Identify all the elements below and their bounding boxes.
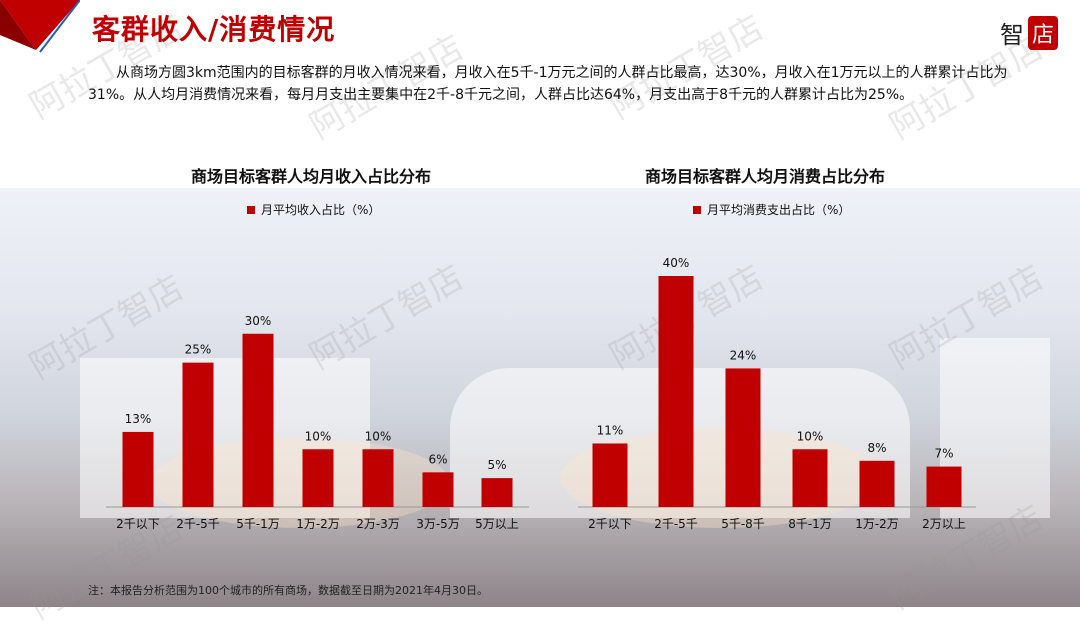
bar (302, 449, 334, 507)
data-label: 10% (365, 429, 392, 443)
data-label: 8% (867, 441, 886, 455)
category-label: 5千-1万 (236, 517, 280, 531)
legend-income: 月平均收入占比（%） (247, 201, 380, 218)
category-label: 2千-5千 (176, 517, 220, 531)
legend-swatch (693, 205, 701, 214)
category-label: 1万-2万 (296, 517, 340, 531)
chart-title-spending: 商场目标客群人均月消费占比分布 (645, 167, 886, 186)
summary-text: 从商场方圆3km范围内的目标客群的月收入情况来看，月收入在5千-1万元之间的人群… (88, 65, 1008, 103)
bar (242, 333, 274, 507)
bar (481, 478, 513, 507)
category-label: 5万以上 (475, 517, 519, 531)
bar (592, 443, 628, 507)
brand-logo: 智 店 (1000, 15, 1058, 50)
data-label: 30% (245, 314, 272, 328)
data-label: 40% (663, 256, 690, 270)
category-label: 2千-5千 (654, 517, 698, 531)
bar-charts: 13% 2千以下 25% 2千-5千 30% 5千-1万 10% 1万-2万 10% 2万-3万 6… (106, 256, 976, 531)
data-label: 11% (597, 423, 624, 437)
data-label: 10% (305, 429, 332, 443)
bar (422, 472, 454, 507)
data-label: 7% (934, 447, 953, 461)
bar (725, 368, 761, 507)
logo-char: 智 (999, 21, 1024, 49)
category-label: 2千以下 (588, 517, 632, 531)
bar (926, 466, 962, 507)
legend-swatch (247, 205, 255, 214)
category-label: 3万-5万 (416, 517, 460, 531)
data-label: 10% (797, 429, 824, 443)
category-label: 1万-2万 (855, 517, 899, 531)
category-label: 2千以下 (116, 517, 160, 531)
bar (122, 431, 154, 507)
category-label: 5千-8千 (721, 517, 765, 531)
bar (859, 460, 895, 507)
data-label: 25% (185, 343, 212, 357)
page-title: 客群收入/消费情况 (92, 13, 336, 46)
bar (792, 449, 828, 507)
chart-title-income: 商场目标客群人均月收入占比分布 (191, 167, 432, 186)
legend-label: 月平均收入占比（%） (261, 203, 381, 217)
legend-spending: 月平均消费支出占比（%） (693, 201, 850, 218)
bar (658, 276, 694, 507)
category-label: 2万以上 (922, 517, 966, 531)
data-label: 5% (487, 458, 506, 472)
bar (182, 362, 214, 507)
data-label: 6% (428, 452, 447, 466)
footnote: 注：本报告分析范围为100个城市的所有商场，数据截至日期为2021年4月30日。 (88, 584, 488, 597)
category-label: 8千-1万 (788, 517, 832, 531)
bar (362, 449, 394, 507)
logo-badge: 店 (1027, 15, 1058, 50)
category-label: 2万-3万 (356, 517, 400, 531)
data-label: 24% (730, 348, 757, 362)
corner-decoration (0, 0, 80, 53)
data-label: 13% (125, 412, 152, 426)
legend-label: 月平均消费支出占比（%） (707, 203, 851, 217)
